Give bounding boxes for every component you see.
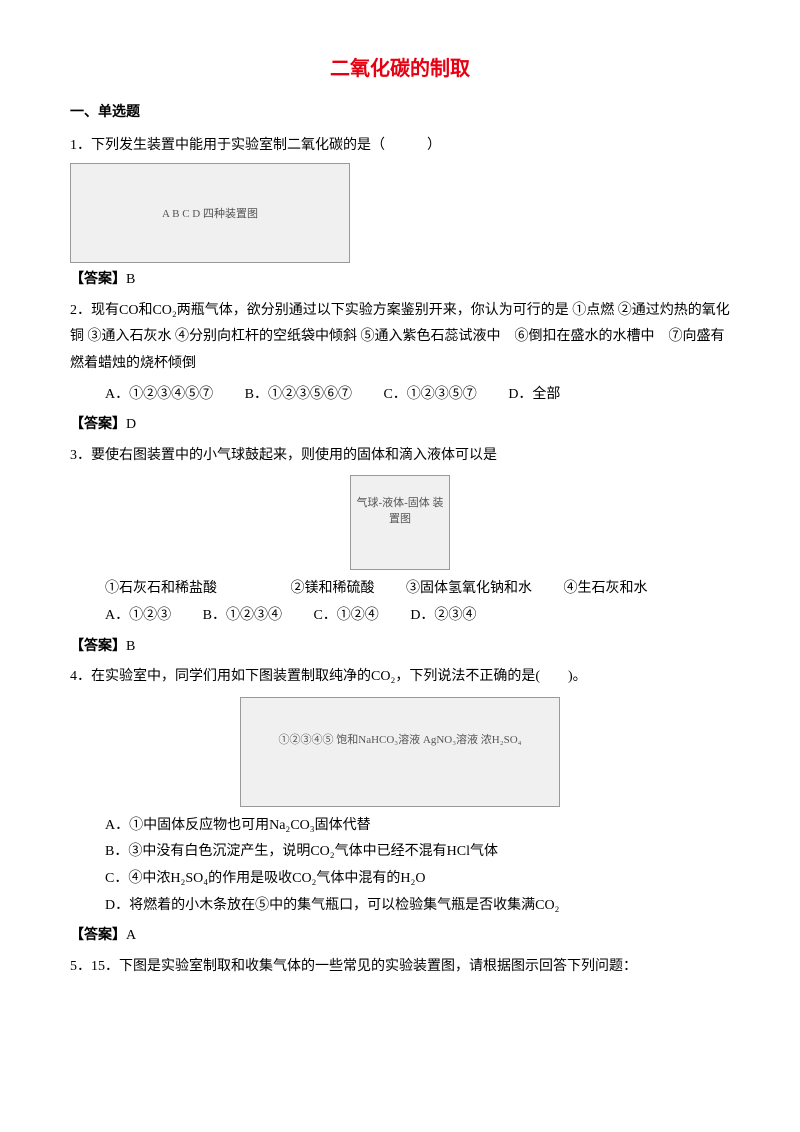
q5-text: 5．15．下图是实验室制取和收集气体的一些常见的实验装置图，请根据图示回答下列问… <box>70 954 730 981</box>
q3-sub1: ①石灰石和稀盐酸 <box>105 576 217 603</box>
q3-text: 3．要使右图装置中的小气球鼓起来，则使用的固体和滴入液体可以是 <box>70 443 730 470</box>
q4-optC: C．④中浓H₂SO₄的作用是吸收CO₂气体中混有的H₂O <box>105 866 730 893</box>
q2-optB: B．①②③⑤⑥⑦ <box>245 382 352 409</box>
q3-options: A．①②③ B．①②③④ C．①②④ D．②③④ <box>105 603 730 630</box>
answer-label: 【答案】 <box>70 272 126 287</box>
q2-optD: D．全部 <box>508 382 560 409</box>
q4-optD: D．将燃着的小木条放在⑤中的集气瓶口，可以检验集气瓶是否收集满CO₂ <box>105 893 730 920</box>
q3-optC: C．①②④ <box>313 603 378 630</box>
answer-label: 【答案】 <box>70 639 126 654</box>
q3-sub3: ③固体氢氧化钠和水 <box>406 576 532 603</box>
q4-answer: 【答案】A <box>70 923 730 950</box>
q2-text: 2．现有CO和CO₂两瓶气体，欲分别通过以下实验方案鉴别开来，你认为可行的是 ①… <box>70 298 730 378</box>
q2-options: A．①②③④⑤⑦ B．①②③⑤⑥⑦ C．①②③⑤⑦ D．全部 <box>105 382 730 409</box>
answer-value: B <box>126 639 135 654</box>
q2-answer: 【答案】D <box>70 412 730 439</box>
apparatus-image: A B C D 四种装置图 <box>70 163 350 263</box>
page-title: 二氧化碳的制取 <box>70 50 730 88</box>
q1-text: 1．下列发生装置中能用于实验室制二氧化碳的是（ ） <box>70 133 730 160</box>
answer-label: 【答案】 <box>70 928 126 943</box>
q4-optA: A．①中固体反应物也可用Na₂CO₃固体代替 <box>105 813 730 840</box>
q3-optB: B．①②③④ <box>203 603 282 630</box>
q1-answer: 【答案】B <box>70 267 730 294</box>
balloon-apparatus-image: 气球-液体-固体 装置图 <box>350 475 450 570</box>
q3-answer: 【答案】B <box>70 634 730 661</box>
q3-subitems: ①石灰石和稀盐酸 ②镁和稀硫酸 ③固体氢氧化钠和水 ④生石灰和水 <box>105 576 730 603</box>
q3-sub4: ④生石灰和水 <box>564 576 648 603</box>
q2-optA: A．①②③④⑤⑦ <box>105 382 213 409</box>
q3-sub2: ②镁和稀硫酸 <box>291 576 375 603</box>
answer-value: A <box>126 928 136 943</box>
q3-optD: D．②③④ <box>410 603 476 630</box>
q1-image-row: A B C D 四种装置图 <box>70 163 730 263</box>
answer-value: D <box>126 417 136 432</box>
q3-optA: A．①②③ <box>105 603 171 630</box>
purification-apparatus-image: ①②③④⑤ 饱和NaHCO₃溶液 AgNO₃溶液 浓H₂SO₄ <box>240 697 560 807</box>
q4-image-row: ①②③④⑤ 饱和NaHCO₃溶液 AgNO₃溶液 浓H₂SO₄ <box>70 697 730 807</box>
q2-optC: C．①②③⑤⑦ <box>383 382 476 409</box>
section-header: 一、单选题 <box>70 100 730 127</box>
answer-label: 【答案】 <box>70 417 126 432</box>
q3-image-row: 气球-液体-固体 装置图 <box>70 475 730 570</box>
q4-optB: B．③中没有白色沉淀产生，说明CO₂气体中已经不混有HCl气体 <box>105 839 730 866</box>
q4-text: 4．在实验室中，同学们用如下图装置制取纯净的CO₂，下列说法不正确的是( )。 <box>70 664 730 691</box>
answer-value: B <box>126 272 135 287</box>
